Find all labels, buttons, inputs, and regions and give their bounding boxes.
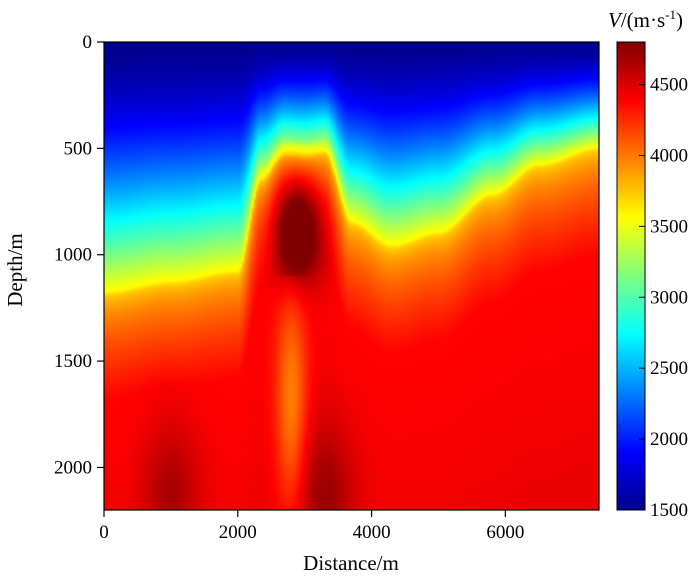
x-tick-label: 4000	[353, 522, 391, 543]
x-tick-label: 6000	[486, 522, 524, 543]
colorbar-tick-label: 2500	[650, 358, 688, 379]
x-tick-label: 2000	[219, 522, 257, 543]
colorbar-gradient	[617, 42, 645, 510]
y-tick-label: 500	[64, 138, 93, 159]
velocity-field-image	[104, 42, 599, 510]
plot-frame	[103, 41, 600, 511]
colorbar-title: V/(m·s-1)	[608, 7, 683, 32]
colorbar-frame	[616, 41, 646, 511]
y-tick-label: 1000	[54, 245, 92, 266]
y-tick-label: 2000	[54, 457, 92, 478]
x-tick-label: 0	[99, 522, 109, 543]
y-tick-label: 0	[83, 32, 93, 53]
colorbar-tick-label: 4500	[650, 75, 688, 96]
velocity-heatmap	[104, 42, 599, 510]
y-axis-title: Depth/m	[3, 233, 27, 307]
x-axis: 0 2000 4000 6000	[99, 510, 524, 543]
colorbar: 1500 2000 2500 3000 3500 4000 4500 V/(m·s-1)	[608, 7, 688, 521]
colorbar-tick-label: 4000	[650, 145, 688, 166]
colorbar-tick-label: 1500	[650, 500, 688, 521]
y-tick-label: 1500	[54, 351, 92, 372]
x-axis-title: Distance/m	[303, 551, 399, 575]
y-axis: 0 500 1000 1500 2000	[54, 32, 104, 478]
colorbar-tick-label: 3000	[650, 287, 688, 308]
colorbar-tick-label: 2000	[650, 429, 688, 450]
colorbar-tick-label: 3500	[650, 216, 688, 237]
